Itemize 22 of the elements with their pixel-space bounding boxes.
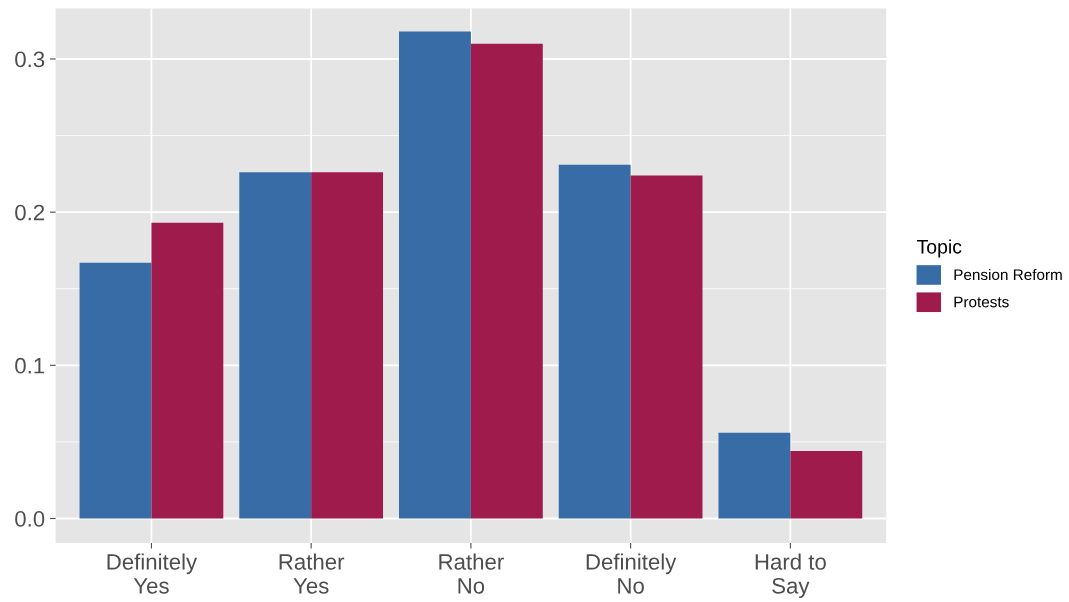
x-tick-label: Definitely No	[586, 553, 677, 594]
bar	[239, 172, 312, 519]
bar	[558, 164, 631, 519]
x-tick-label: Definitely Yes	[107, 553, 198, 594]
bar	[79, 262, 152, 519]
y-tick-label: 0.3	[15, 51, 45, 68]
bar	[311, 172, 384, 519]
y-tick-label: 0.0	[15, 511, 45, 527]
bar	[718, 432, 791, 519]
legend-label: Pension Reform	[954, 268, 1062, 281]
x-tick-label: Rather Yes	[279, 553, 345, 594]
y-tick-label: 0.1	[15, 357, 45, 374]
bar	[470, 43, 543, 519]
y-tick-label: 0.2	[15, 204, 45, 221]
bar	[630, 175, 703, 519]
bar	[790, 451, 863, 519]
bar	[151, 222, 224, 519]
x-tick-label: Hard to Say	[755, 553, 826, 599]
legend-label: Protests	[954, 296, 1009, 308]
bar	[399, 31, 471, 519]
x-tick-label: Rather No	[439, 553, 504, 594]
legend-title: Topic	[917, 239, 962, 258]
